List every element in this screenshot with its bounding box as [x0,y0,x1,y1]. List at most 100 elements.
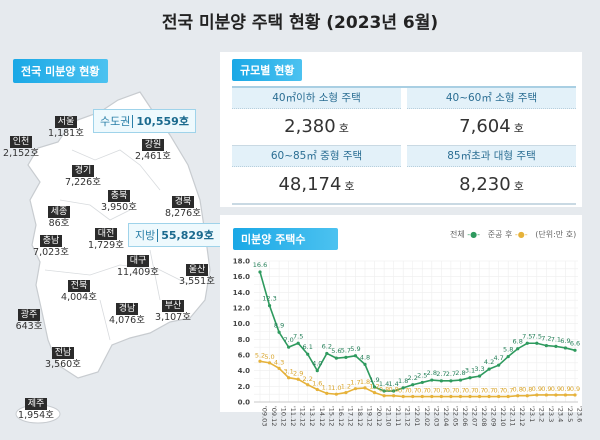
data-label: 0.9 [541,385,551,393]
region-13: 부산 3,107호 [148,300,198,324]
chart-badge: 미분양 주택수 [233,228,338,250]
region-label: 전남 [51,347,75,359]
data-point [554,344,558,348]
region-6: 세종 86호 [34,206,84,230]
data-label: 5.7 [341,346,351,354]
data-label: 1.7 [350,379,360,387]
region-8: 충남 7,023호 [26,235,76,259]
data-point [267,304,272,308]
y-tick-label: 12.0 [233,305,250,313]
x-tick-label: '22.04 [442,406,450,426]
data-label: 4.2 [484,358,494,366]
region-label: 제주 [24,398,48,410]
series-line-0 [259,271,576,392]
data-label: 0.8 [388,386,398,394]
region-borders [44,149,191,341]
data-label: 2.8 [427,369,437,377]
legend-total: 전체 [450,230,465,239]
size-value: 48,174 호 [278,174,355,195]
data-label: 6.2 [322,342,332,350]
region-label: 충남 [39,235,63,247]
data-label: 5.9 [350,345,360,353]
y-tick-label: 8.0 [238,336,251,344]
data-label: 0.7 [455,387,465,395]
region-value: 1,729호 [88,240,124,251]
x-tick-label: '10.12 [280,406,288,426]
data-label: 0.9 [560,385,570,393]
data-label: 0.7 [484,387,494,395]
data-point [363,362,367,366]
region-label: 충북 [107,190,131,202]
data-point [344,355,348,359]
data-point [449,379,453,383]
size-label: 85㎡초과 대형 주택 [407,146,576,167]
data-label: 8.9 [274,321,284,329]
data-point [372,385,377,389]
x-tick-label: '20.12 [375,406,383,426]
x-tick-label: '09.12 [270,406,278,426]
data-point [411,383,415,387]
map-badge: 전국 미분양 현황 [13,59,108,83]
x-tick-label: '23.6 [576,406,584,422]
data-label: 4.7 [493,354,503,362]
x-tick-label: '17.12 [346,406,354,426]
data-point [563,346,568,350]
size-cell: 85㎡초과 대형 주택 8,230 호 [407,145,576,203]
data-point [287,345,291,349]
data-point [535,341,539,345]
data-label: 1.2 [369,383,379,391]
data-point [458,394,463,399]
data-point [497,363,501,367]
data-label: 2.8 [455,369,465,377]
data-point [506,394,510,399]
local-summary: 지방 55,829호 [128,223,221,247]
data-point [411,394,415,399]
data-label: 16.6 [253,261,267,269]
x-tick-label: '23.5 [566,406,574,422]
data-point [392,394,396,398]
data-point [334,356,338,360]
x-tick-label: '23.2 [537,406,545,422]
region-9: 대구 11,409호 [113,255,163,279]
series-line-1 [259,360,575,398]
x-tick-label: '22.03 [432,406,440,426]
data-point [277,366,281,370]
data-label: 0.8 [379,386,389,394]
x-tick-label: '22.10 [499,406,507,426]
x-tick-label: '23.3 [547,406,555,422]
legend-completed-marker: -●- [514,230,528,239]
y-tick-label: 14.0 [233,289,250,297]
data-label: 4.3 [274,358,284,366]
data-label: 0.7 [446,387,456,395]
data-label: 5.8 [503,346,513,354]
data-label: 1.4 [388,380,398,388]
capital-summary: 수도권 10,559호 [93,109,196,133]
region-5: 경북 8,276호 [158,196,208,220]
x-tick-label: '22.11 [509,406,517,426]
data-label: 0.8 [513,386,523,394]
data-label: 6.1 [303,343,313,351]
data-point [563,393,568,397]
x-tick-label: '13.12 [308,406,316,426]
region-value: 2,461호 [135,151,171,162]
region-label: 부산 [161,300,185,312]
x-tick-label: '18.12 [356,406,364,426]
data-label: 0.7 [503,387,513,395]
data-point [573,393,577,397]
data-label: 4.8 [360,353,370,361]
region-0: 서울 1,181호 [41,116,91,140]
region-value: 1,954호 [18,410,54,421]
data-point [372,391,377,395]
region-value: 4,076호 [109,315,145,326]
y-tick-label: 18.0 [233,258,250,266]
data-label: 5.6 [331,347,341,355]
size-label: 40㎡이하 소형 주택 [232,88,401,109]
x-tick-label: '22.01 [413,406,421,426]
data-label: 3.1 [465,367,475,375]
x-tick-label: '21.11 [394,406,402,426]
x-tick-label: '14.12 [318,406,326,426]
data-point [525,394,529,398]
data-label: 0.7 [493,387,503,395]
data-label: 1.6 [312,379,322,387]
